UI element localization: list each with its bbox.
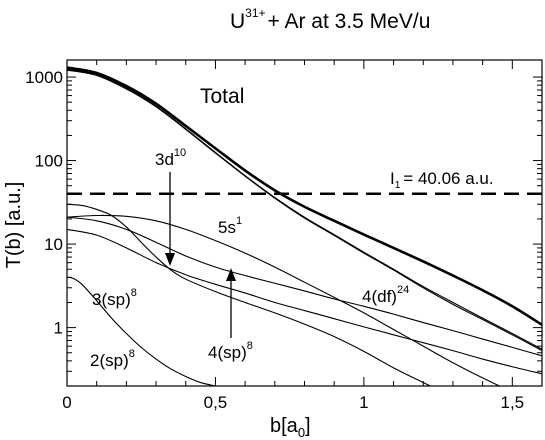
label-3sp8: 3(sp)8 [92,287,137,309]
arrow-3d [165,172,175,266]
series-group [67,66,542,386]
label-4sp8: 4(sp)8 [208,340,253,362]
series-line-total-upper [67,68,542,350]
x-axis-label-sub: 0 [298,425,305,440]
y-tick-label: 100 [35,152,63,171]
y-tick-label: 1 [54,319,63,338]
x-tick-label: 1,5 [500,393,524,412]
series-line-4-df-24 [67,216,542,357]
x-tick-label: 0 [62,393,71,412]
x-axis-label-base: b[a [270,415,299,437]
label-total: Total [200,85,244,108]
x-tick-label: 1 [359,393,368,412]
threshold-group: I1 = 40.06 a.u. [67,169,542,196]
title-superscript: 31+ [245,6,265,20]
series-line-2-sp-8 [67,276,216,386]
plot-area [66,59,543,387]
chart-title: U31++ Ar at 3.5 MeV/u [230,6,430,33]
threshold-label: I1 = 40.06 a.u. [390,169,494,191]
y-axis-label: T(b) [a.u.] [3,182,25,269]
label-3d10: 3d10 [155,147,186,169]
ticks: 0 0,5 1 1,5 1 10 100 1000 [25,60,542,412]
series-line-4-sp-8 [67,228,542,375]
x-tick-label: 0,5 [204,393,228,412]
series-line-total-lower [67,69,542,352]
series-line-5s1 [67,214,501,386]
title-rest: + Ar at 3.5 MeV/u [268,10,431,33]
series-line-total [67,66,542,326]
y-tick-label: 1000 [25,68,63,87]
series-line-3d10 [67,203,432,386]
label-5s1: 5s1 [218,215,242,237]
x-axis-label: b[a0] [270,415,311,440]
arrow-4sp [226,268,236,338]
y-tick-label: 10 [44,235,63,254]
label-2sp8: 2(sp)8 [90,348,135,370]
label-4df24: 4(df)24 [362,284,409,306]
x-axis-label-close: ] [305,415,311,437]
title-main: U [230,10,245,33]
